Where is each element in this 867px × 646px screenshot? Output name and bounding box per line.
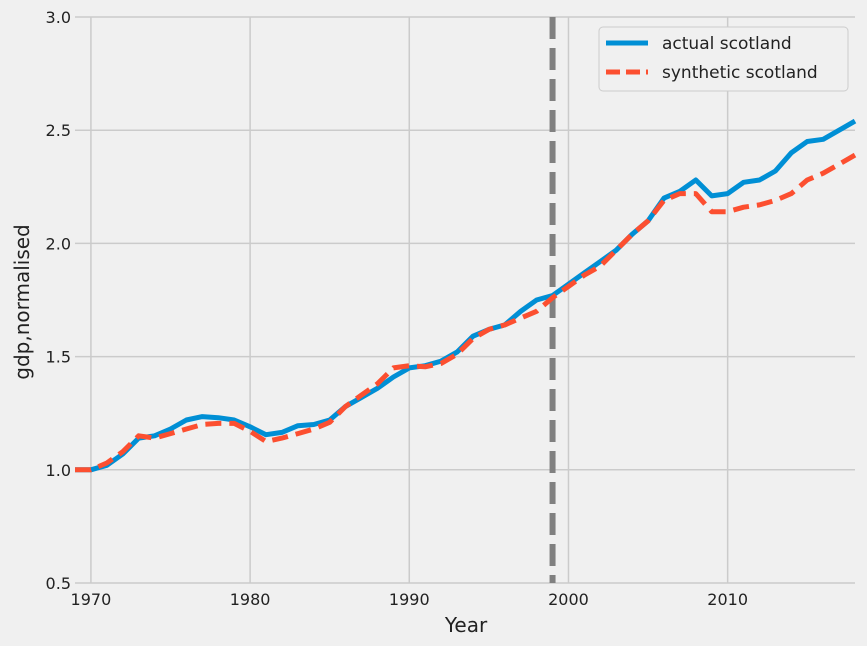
y-tick-label: 1.5: [46, 348, 71, 367]
x-tick-label: 2000: [548, 590, 589, 609]
grid: [75, 16, 855, 584]
legend: actual scotland synthetic scotland: [598, 26, 849, 92]
series-line-synthetic: [75, 152, 857, 473]
series-line-actual: [75, 118, 857, 473]
y-axis-label: gdp,normalised: [10, 224, 34, 380]
x-tick-label: 1990: [389, 590, 430, 609]
y-tick-label: 3.0: [46, 8, 71, 27]
tick-labels: 0.5 1.0 1.5 2.0 2.5 3.0 1970 1980 1990 2000 2010: [46, 8, 748, 609]
y-tick-label: 1.0: [46, 461, 71, 480]
x-tick-label: 2010: [707, 590, 748, 609]
x-axis-label: Year: [444, 613, 488, 637]
series-lines: [75, 118, 857, 473]
legend-label-actual: actual scotland: [662, 34, 792, 54]
legend-box: [598, 26, 849, 92]
y-tick-label: 0.5: [46, 574, 71, 593]
y-tick-label: 2.5: [46, 121, 71, 140]
x-tick-label: 1970: [71, 590, 112, 609]
legend-label-synthetic: synthetic scotland: [662, 63, 818, 83]
x-tick-label: 1980: [230, 590, 271, 609]
y-tick-label: 2.0: [46, 234, 71, 253]
